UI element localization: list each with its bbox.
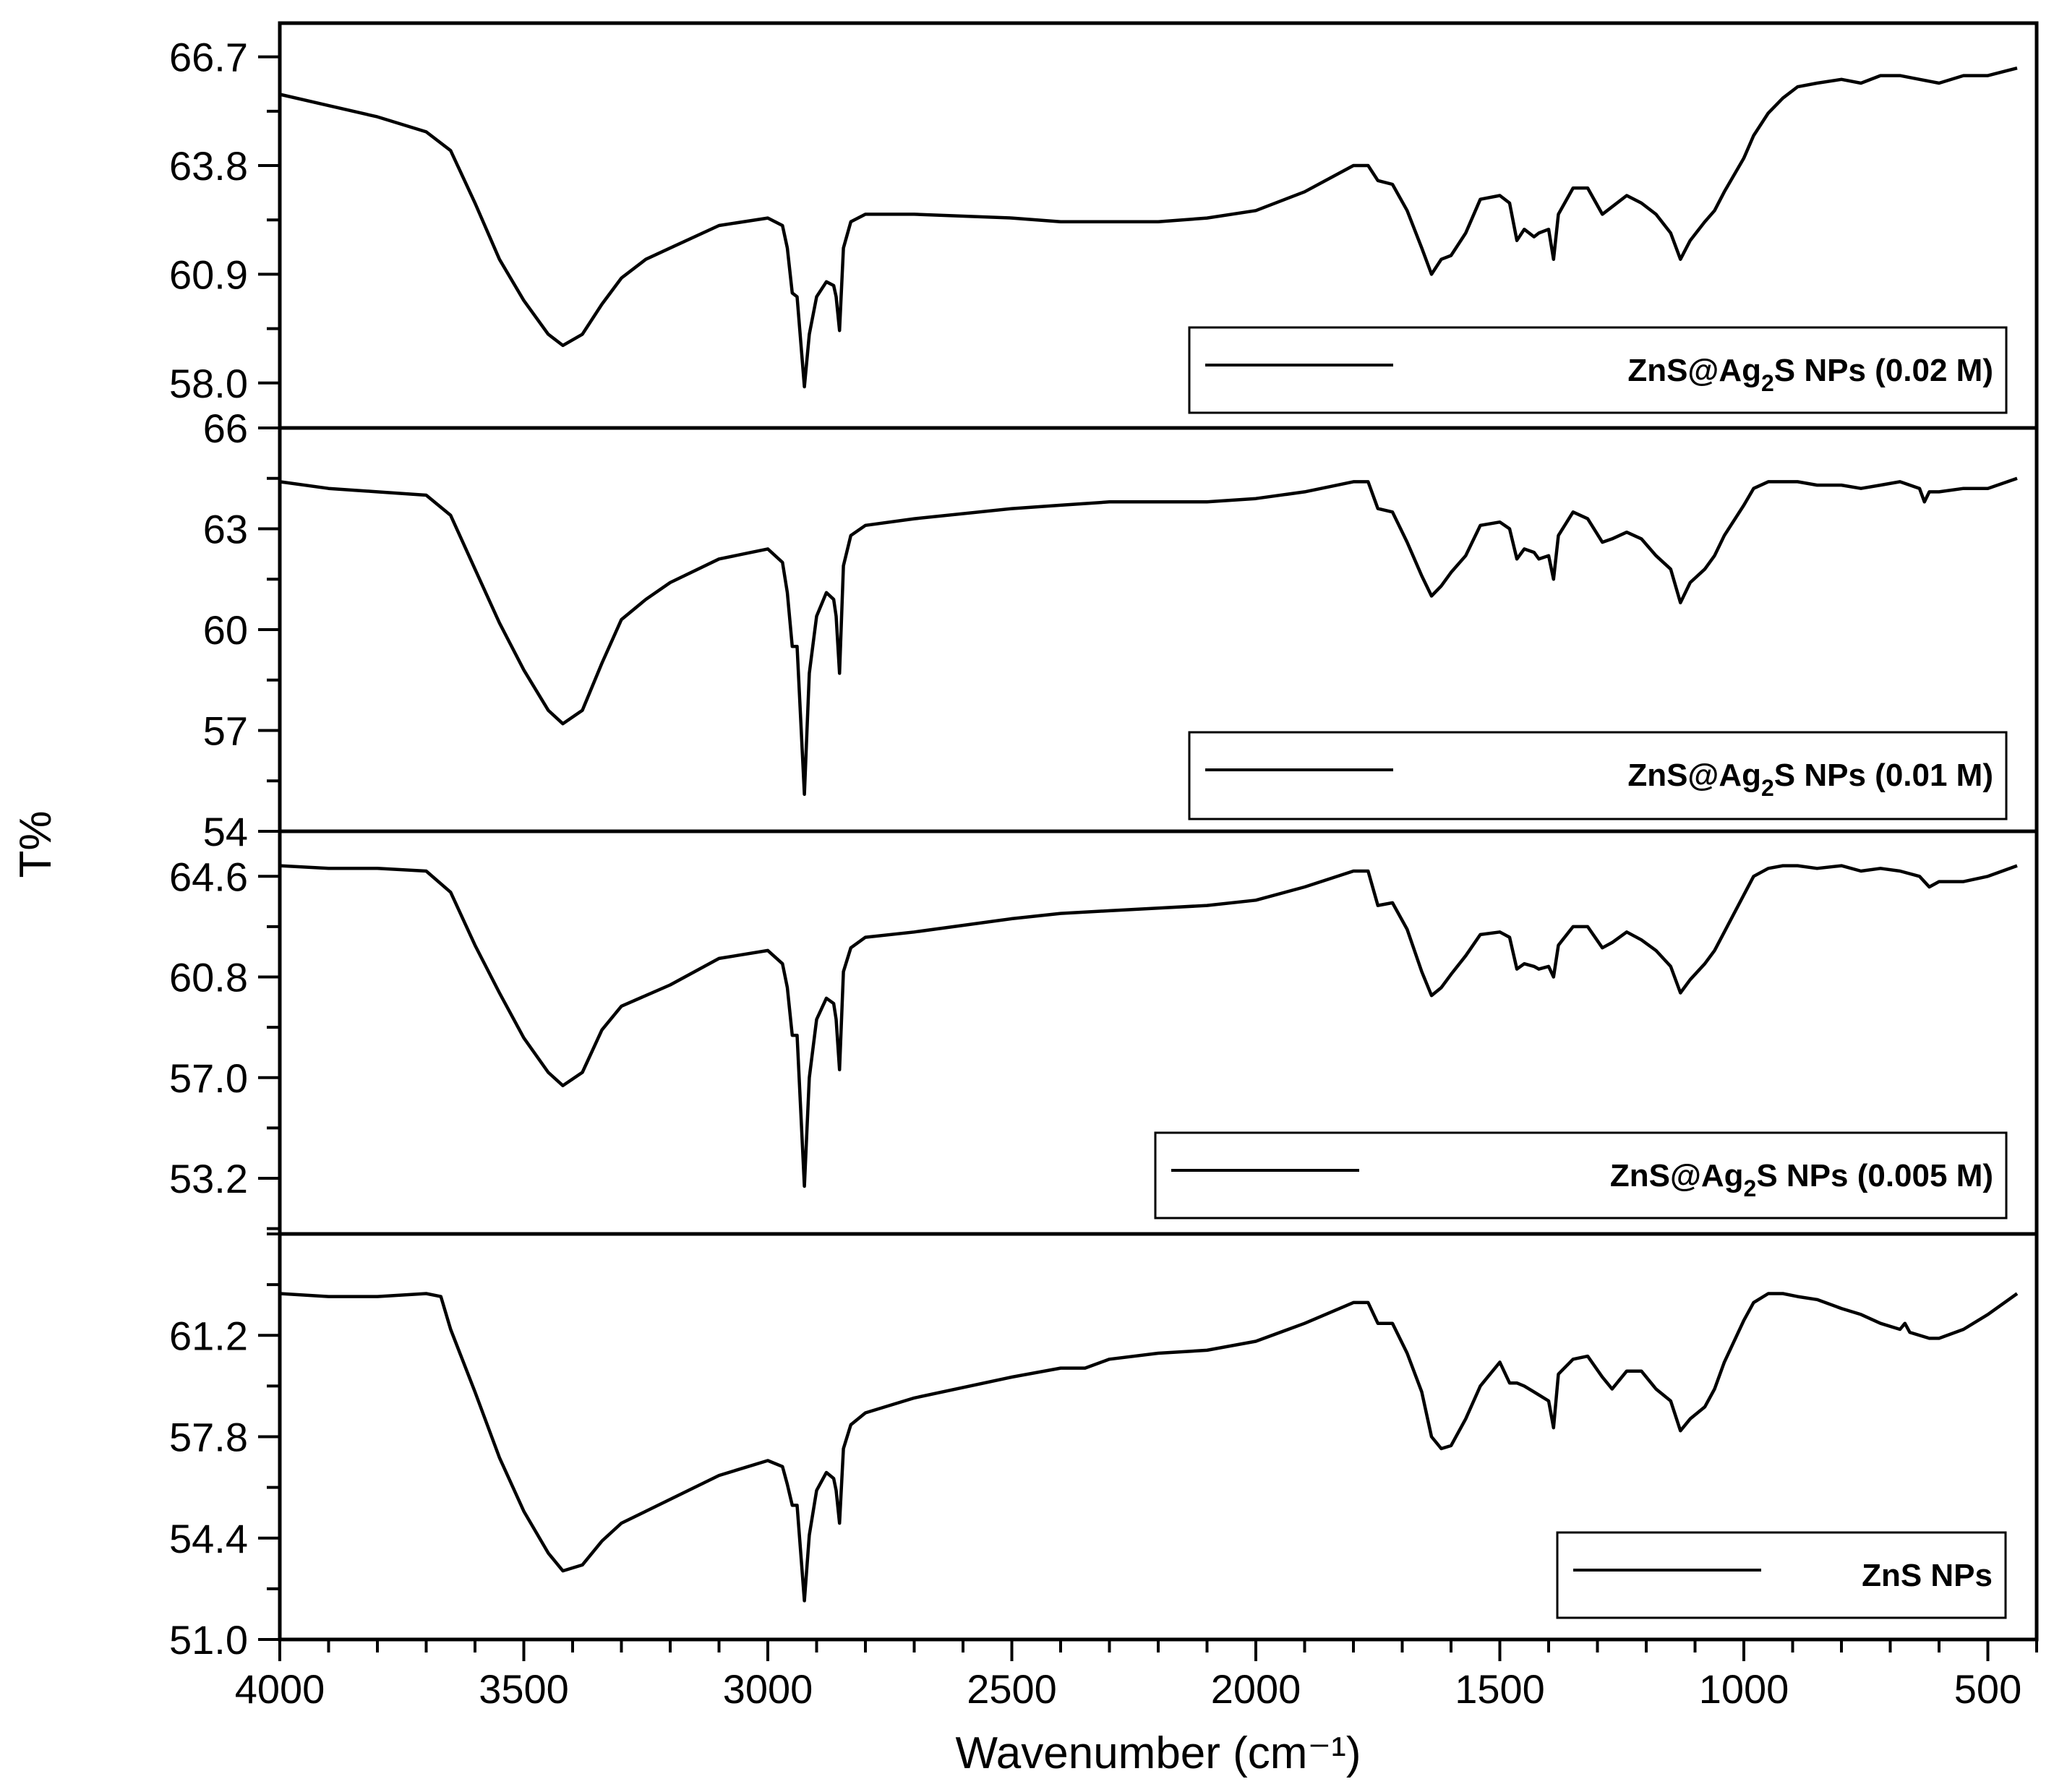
y-tick-label: 54.4 bbox=[169, 1516, 248, 1561]
legend: ZnS NPs bbox=[1556, 1531, 2007, 1619]
panel-4: 51.0 54.4 57.8 61.2 ZnS NPs bbox=[169, 1232, 2037, 1663]
spectrum-line bbox=[279, 67, 2018, 389]
y-axis-title: T% bbox=[11, 811, 61, 878]
y-tick-label: 61.2 bbox=[169, 1313, 248, 1358]
y-tick-label: 57 bbox=[203, 708, 248, 754]
y-tick-label: 51.0 bbox=[169, 1617, 248, 1663]
x-tick-label: 1000 bbox=[1699, 1666, 1789, 1712]
legend-label: ZnS@Ag2S NPs (0.02 M) bbox=[1627, 353, 1993, 396]
x-axis: 4000 3500 3000 2500 2000 1500 1000 500 bbox=[235, 1639, 2038, 1712]
legend-box bbox=[1188, 326, 2008, 414]
legend: ZnS@Ag2S NPs (0.01 M) bbox=[1188, 731, 2008, 820]
x-axis-title: Wavenumber (cm⁻¹) bbox=[956, 1728, 1361, 1778]
y-tick-label: 63 bbox=[203, 507, 248, 552]
legend-label: ZnS@Ag2S NPs (0.01 M) bbox=[1627, 758, 1993, 801]
legend: ZnS@Ag2S NPs (0.005 M) bbox=[1154, 1131, 2008, 1219]
legend-box bbox=[1154, 1131, 2008, 1219]
spectrum-line bbox=[279, 476, 2018, 797]
x-tick-label: 500 bbox=[1954, 1666, 2021, 1712]
y-tick-label: 64.6 bbox=[169, 854, 248, 899]
y-tick-label: 57.0 bbox=[169, 1055, 248, 1101]
x-tick-label: 3500 bbox=[479, 1666, 569, 1712]
x-tick-label: 2500 bbox=[967, 1666, 1057, 1712]
x-tick-label: 2000 bbox=[1211, 1666, 1301, 1712]
panel-3: 53.2 57.0 60.8 64.6 ZnS@Ag2S NPs (0.005 M) bbox=[169, 829, 2037, 1230]
plot-frame bbox=[278, 21, 2039, 1642]
x-tick-label: 3000 bbox=[723, 1666, 813, 1712]
y-tick-label: 66 bbox=[203, 406, 248, 451]
legend: ZnS@Ag2S NPs (0.02 M) bbox=[1188, 326, 2008, 414]
y-tick-label: 53.2 bbox=[169, 1156, 248, 1201]
y-tick-label: 63.8 bbox=[169, 143, 248, 189]
y-tick-label: 60.9 bbox=[169, 252, 248, 297]
panel-2: 54 57 60 63 66 ZnS@Ag2S NPs (0.01 M) bbox=[203, 406, 2037, 854]
spectrum-line bbox=[279, 1292, 2019, 1603]
spectrum-line bbox=[279, 864, 2018, 1188]
x-tick-label: 1500 bbox=[1455, 1666, 1545, 1712]
x-tick-label: 4000 bbox=[235, 1666, 325, 1712]
y-tick-label: 60.8 bbox=[169, 955, 248, 1000]
legend-label: ZnS@Ag2S NPs (0.005 M) bbox=[1610, 1158, 1993, 1201]
y-tick-label: 66.7 bbox=[169, 35, 248, 80]
y-tick-label: 60 bbox=[203, 607, 248, 653]
y-tick-label: 54 bbox=[203, 809, 248, 854]
legend-label: ZnS NPs bbox=[1862, 1558, 1993, 1593]
y-tick-label: 58.0 bbox=[169, 361, 248, 406]
legend-box bbox=[1188, 731, 2008, 820]
y-tick-label: 57.8 bbox=[169, 1415, 248, 1460]
panel-1: 58.0 60.9 63.8 66.7 ZnS@Ag2S NPs (0.02 M) bbox=[169, 35, 2018, 414]
legend-box bbox=[1556, 1531, 2007, 1619]
